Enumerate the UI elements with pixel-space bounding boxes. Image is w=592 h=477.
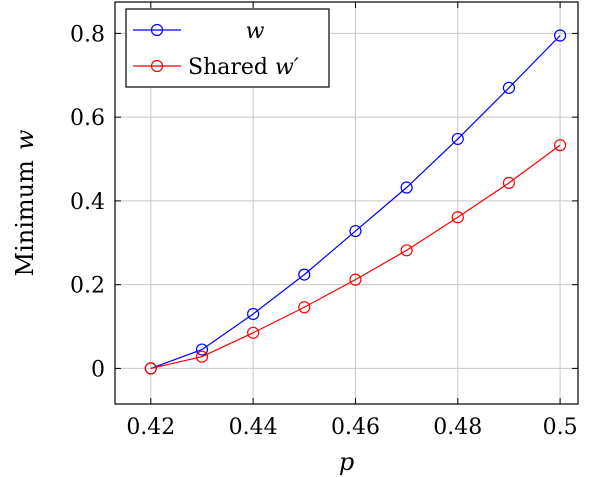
data-point (298, 301, 311, 314)
data-point (553, 29, 567, 42)
data-point (247, 326, 260, 339)
y-tick-label: 0.2 (70, 274, 105, 299)
x-tick-label: 0.46 (331, 415, 380, 440)
series-line (150, 35, 561, 369)
y-axis-label-prefix: Minimum (11, 160, 39, 277)
data-point (298, 268, 311, 281)
y-axis-label-var: w (11, 129, 39, 150)
tick-labels: 0.42 0.44 0.46 0.48 0.5 0 0.2 0.4 0.6 0.8 (70, 22, 578, 440)
y-tick-label: 0 (91, 357, 105, 382)
x-tick-label: 0.5 (543, 415, 578, 440)
plot-frame (114, 1, 579, 405)
legend-entries: w Shared w′ (133, 19, 299, 80)
data-point (144, 362, 157, 375)
x-axis-label: p (339, 448, 354, 476)
x-tick-label: 0.48 (433, 415, 482, 440)
data-point (502, 81, 516, 94)
data-point (247, 307, 260, 321)
data-point (451, 211, 464, 224)
ticks (115, 2, 578, 404)
data-point (502, 176, 516, 189)
data-point (451, 132, 464, 146)
series-line (150, 144, 561, 369)
x-tick-label: 0.44 (229, 415, 278, 440)
legend-label-var: w′ (275, 55, 299, 80)
data-point (400, 181, 413, 194)
legend-entry: Shared w′ (133, 55, 299, 80)
data-point (400, 244, 413, 257)
data-point (195, 350, 209, 363)
series-layer (144, 29, 567, 375)
x-tick-label: 0.42 (126, 415, 175, 440)
data-point (349, 224, 362, 238)
legend-marker (150, 23, 164, 37)
data-point (349, 273, 362, 286)
legend-label-text: Shared (188, 55, 275, 80)
legend-label-var: w (246, 19, 265, 44)
y-tick-label: 0.4 (70, 190, 105, 215)
y-tick-label: 0.6 (70, 106, 105, 131)
legend-box (125, 8, 330, 88)
legend-label: Shared w′ (188, 55, 299, 80)
legend-marker (150, 59, 164, 73)
data-point (195, 343, 209, 356)
legend-label: w (246, 19, 265, 44)
y-tick-label: 0.8 (70, 22, 105, 47)
legend: w Shared w′ (125, 8, 330, 88)
y-axis-label: Minimum w (11, 129, 39, 276)
legend-entry: w (133, 19, 265, 44)
data-point (553, 139, 567, 152)
series-1 (144, 139, 567, 375)
